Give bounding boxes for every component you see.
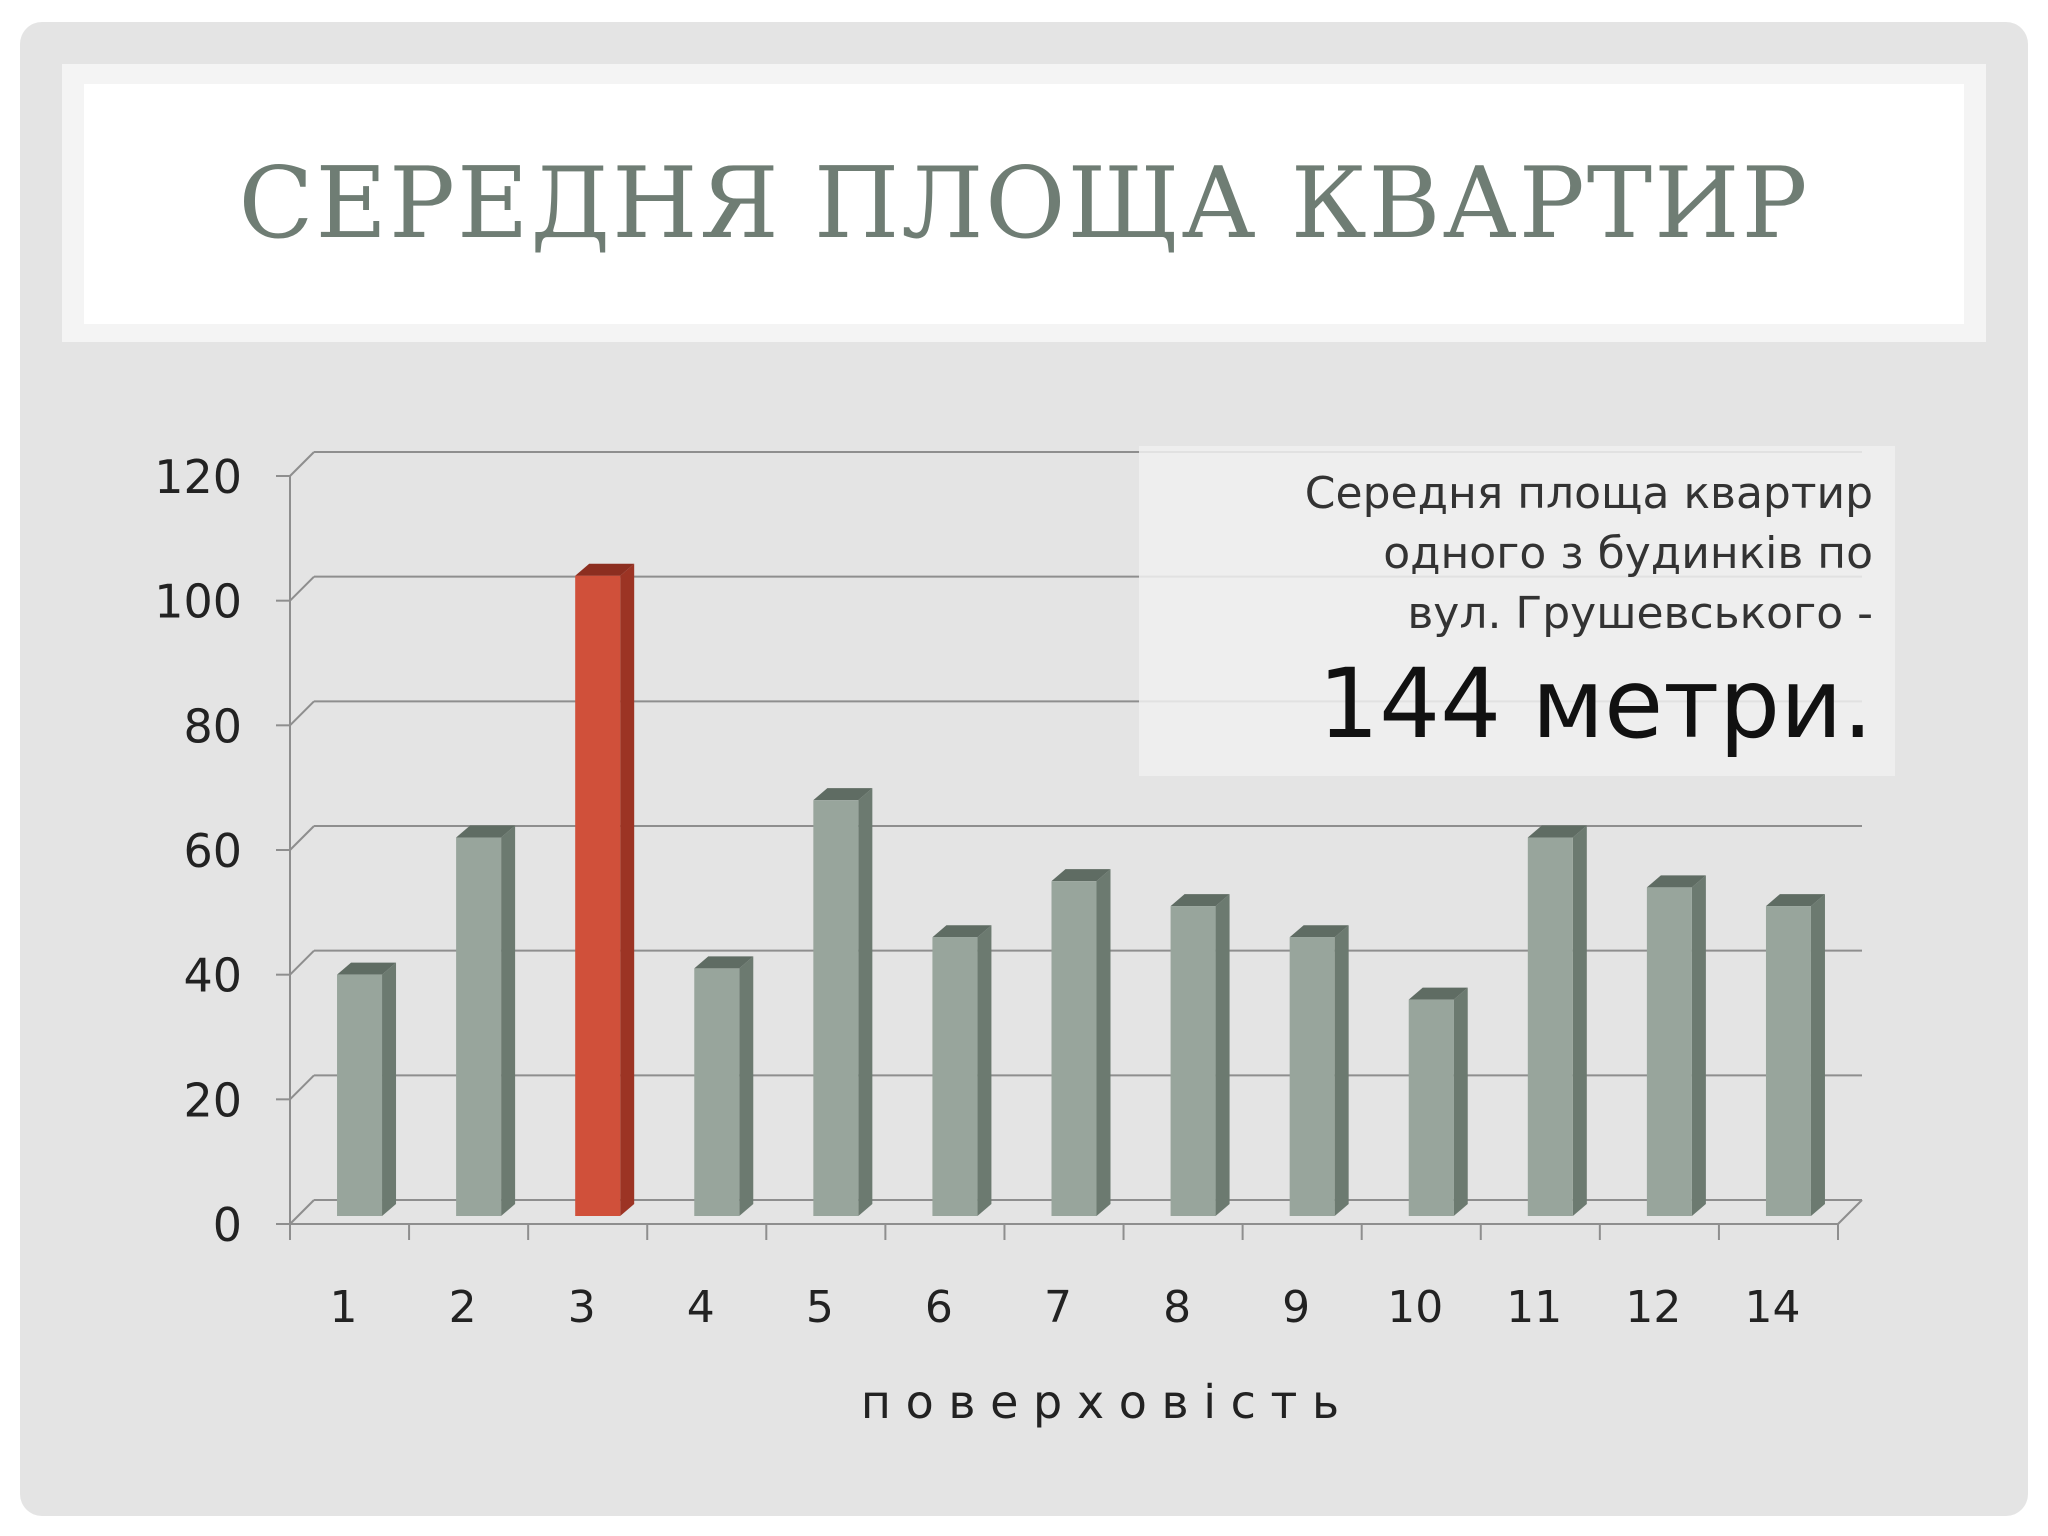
note-box: Середня площа квартир одного з будинків … — [1139, 446, 1895, 776]
bar-10 — [1408, 999, 1454, 1216]
x-tick-label-14: 14 — [1744, 1282, 1800, 1333]
bar-top-2 — [456, 825, 516, 838]
bar-top-1 — [337, 962, 397, 975]
x-tick-label-3: 3 — [568, 1282, 596, 1333]
bar-top-3 — [575, 563, 635, 576]
bar-6 — [932, 937, 978, 1216]
note-line-3: вул. Грушевського - — [1407, 588, 1873, 639]
bar-side-6 — [977, 925, 992, 1216]
bar-top-6 — [932, 925, 992, 938]
bar-side-4 — [739, 956, 754, 1216]
x-axis-title: п о в е р х о в і с т ь — [861, 1375, 1339, 1429]
bar-side-9 — [1334, 925, 1349, 1216]
bar-top-8 — [1170, 894, 1230, 907]
x-tick-label-4: 4 — [687, 1282, 715, 1333]
bar-top-5 — [813, 788, 873, 801]
y-tick-label-120: 120 — [154, 450, 242, 504]
x-tick-label-9: 9 — [1282, 1282, 1310, 1333]
x-tick-label-11: 11 — [1506, 1282, 1562, 1333]
title-box: СЕРЕДНЯ ПЛОЩА КВАРТИР — [84, 84, 1964, 324]
grid-depth-100 — [289, 575, 315, 602]
grid-depth-60 — [289, 825, 315, 851]
grid-depth-120 — [289, 451, 315, 477]
grid-depth-40 — [289, 949, 315, 976]
note-highlight: 144 метри. — [1318, 648, 1873, 760]
bar-3 — [575, 575, 621, 1216]
x-tick-label-12: 12 — [1625, 1282, 1681, 1333]
bar-12 — [1646, 887, 1692, 1216]
y-tick-label-100: 100 — [154, 575, 242, 629]
x-tick-label-7: 7 — [1044, 1282, 1072, 1333]
bar-side-8 — [1215, 894, 1230, 1216]
bar-side-11 — [1572, 825, 1587, 1216]
note-line-2: одного з будинків по — [1383, 528, 1873, 579]
x-tick-label-6: 6 — [925, 1282, 953, 1333]
bar-top-4 — [694, 956, 754, 969]
bar-1 — [337, 974, 383, 1216]
grid-depth-20 — [289, 1074, 315, 1101]
bar-side-12 — [1691, 875, 1706, 1216]
x-tick-label-8: 8 — [1163, 1282, 1191, 1333]
grid-depth-80 — [289, 700, 315, 727]
bar-2 — [456, 837, 502, 1216]
bar-9 — [1289, 937, 1335, 1216]
y-tick-label-80: 80 — [183, 699, 242, 753]
bar-top-9 — [1289, 925, 1349, 938]
grid-depth-0 — [289, 1199, 315, 1225]
bar-5 — [813, 800, 859, 1216]
x-tick-label-5: 5 — [806, 1282, 834, 1333]
x-tick-label-1: 1 — [330, 1282, 358, 1333]
x-tick-label-10: 10 — [1387, 1282, 1443, 1333]
note-line-1: Середня площа квартир — [1304, 468, 1873, 519]
bar-side-1 — [382, 962, 397, 1216]
bar-7 — [1051, 881, 1097, 1216]
bar-11 — [1527, 837, 1573, 1216]
bar-8 — [1170, 906, 1216, 1216]
x-tick-label-2: 2 — [449, 1282, 477, 1333]
y-tick-label-60: 60 — [183, 824, 242, 878]
bar-14 — [1765, 906, 1811, 1216]
bar-side-2 — [501, 825, 516, 1216]
bar-side-10 — [1453, 987, 1468, 1216]
bar-top-14 — [1765, 894, 1825, 907]
bar-side-14 — [1810, 894, 1825, 1216]
slide-title: СЕРЕДНЯ ПЛОЩА КВАРТИР — [238, 147, 1810, 261]
y-tick-label-40: 40 — [183, 949, 242, 1003]
bar-side-5 — [858, 788, 873, 1216]
floor-depth-right — [1837, 1199, 1863, 1225]
bar-4 — [694, 968, 740, 1216]
bar-side-7 — [1096, 869, 1111, 1216]
bar-side-3 — [620, 563, 635, 1216]
bar-top-10 — [1408, 987, 1468, 1000]
bar-top-7 — [1051, 869, 1111, 882]
y-tick-label-20: 20 — [183, 1073, 242, 1127]
y-tick-label-0: 0 — [213, 1198, 242, 1252]
bar-top-12 — [1646, 875, 1706, 888]
bar-top-11 — [1527, 825, 1587, 838]
